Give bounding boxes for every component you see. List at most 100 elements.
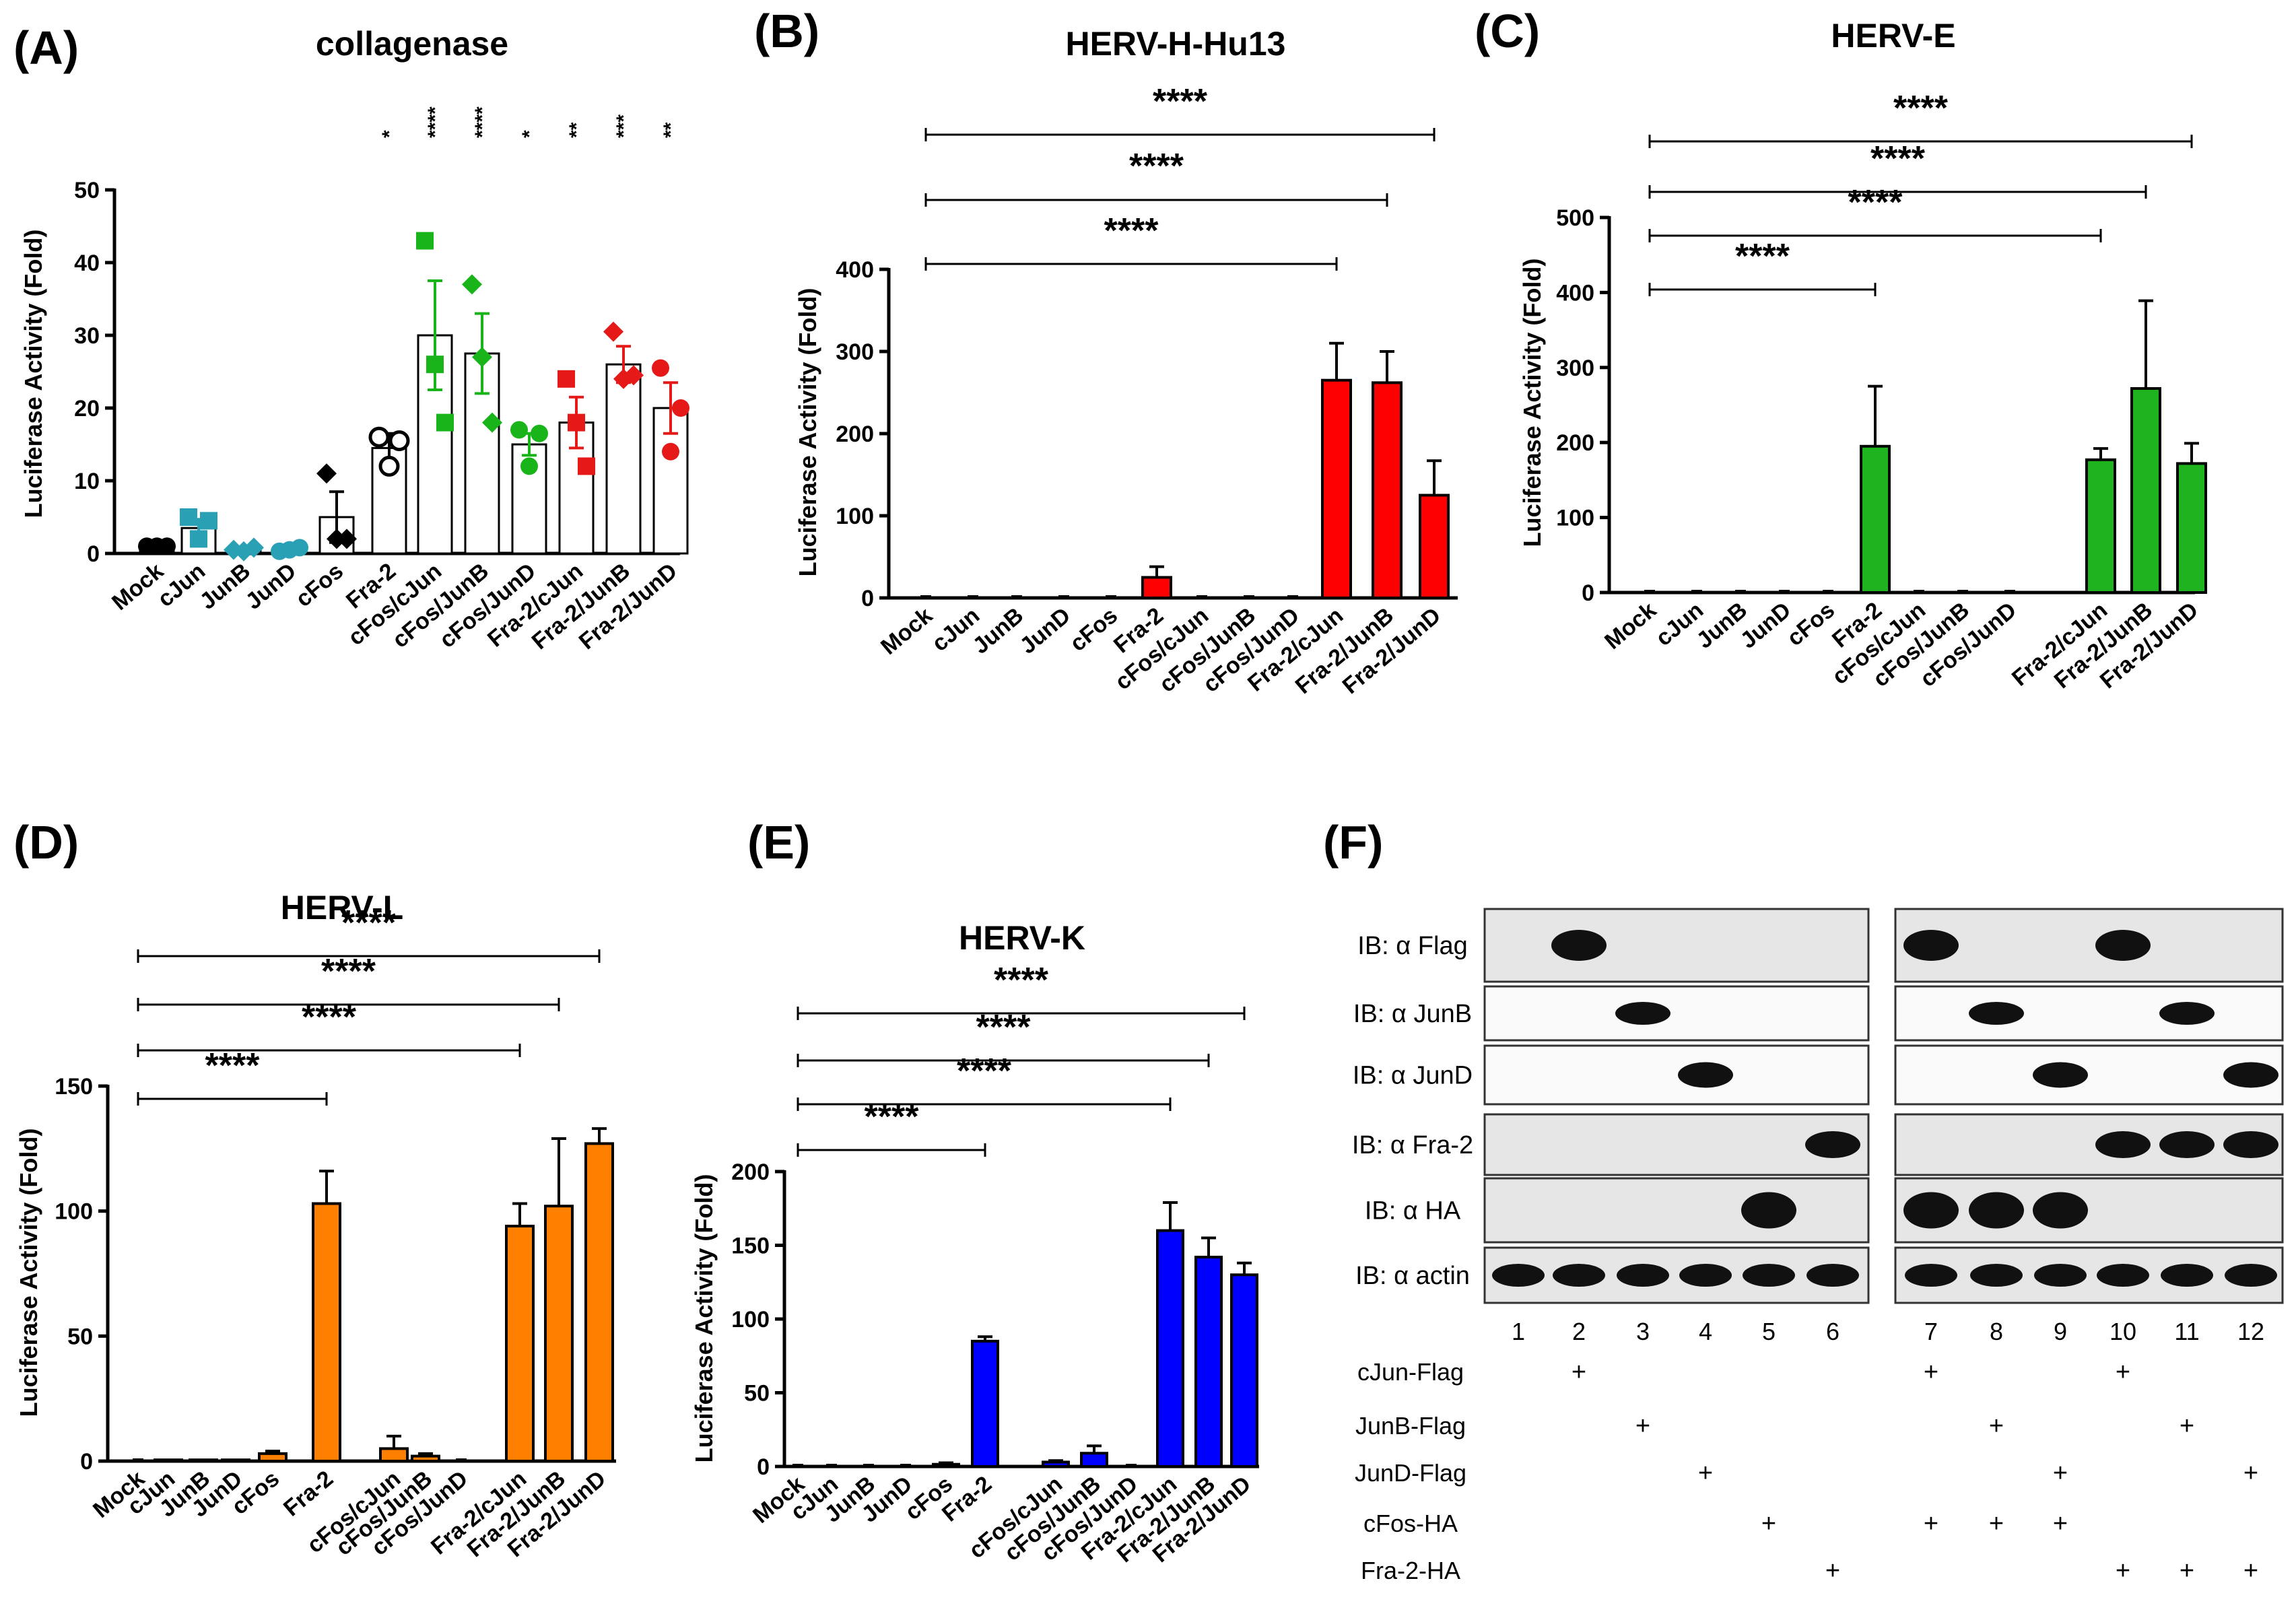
plus-sign: + [2180, 1412, 2194, 1440]
blot-band [1617, 1264, 1669, 1287]
lane-number: 1 [1512, 1318, 1525, 1345]
data-point [244, 537, 264, 558]
significance-label: * [378, 130, 401, 138]
significance-label: **** [1735, 237, 1790, 276]
y-tick-label: 50 [67, 1324, 93, 1349]
y-tick-label: 200 [731, 1159, 770, 1185]
data-point [190, 530, 207, 548]
bar [411, 1454, 440, 1462]
significance-label: **** [994, 961, 1049, 1000]
category-label: JunD [1015, 603, 1076, 659]
category-label: cJun [153, 558, 210, 612]
y-tick-label: 0 [861, 586, 874, 611]
y-tick-label: 200 [1556, 430, 1594, 456]
y-tick-label: 200 [836, 421, 874, 447]
y-tick-label: 500 [1556, 205, 1594, 231]
blot-membrane-left [1483, 1177, 1870, 1244]
chart-1: collagenase Luciferase Activity (Fold) 0 10… [20, 25, 689, 654]
bar [544, 1205, 574, 1462]
plus-sign: + [2180, 1557, 2194, 1585]
lane-number: 5 [1762, 1318, 1776, 1345]
data-point [180, 508, 197, 526]
blot-band [2223, 1062, 2278, 1088]
bar [971, 1339, 999, 1468]
blot-band [1492, 1264, 1545, 1287]
condition-label: JunB-Flag [1355, 1412, 1466, 1440]
significance-label: **** [1153, 82, 1208, 121]
bar [505, 1224, 535, 1462]
blot-band [2097, 1264, 2149, 1287]
y-tick-label: 0 [87, 541, 100, 567]
blot-band [2095, 1131, 2151, 1158]
blot-band [1903, 930, 1959, 961]
bar [584, 1142, 614, 1462]
chart-title: HERV-H-Hu13 [1066, 25, 1286, 63]
y-axis-label: Luciferase Activity (Fold) [1518, 259, 1546, 547]
significance-label: **** [205, 1046, 261, 1085]
panel-label: (B) [754, 5, 819, 57]
bar [1080, 1452, 1108, 1469]
blot-band [1805, 1131, 1860, 1158]
data-point [158, 537, 176, 555]
category-label: cFos [291, 558, 348, 612]
bar [1419, 494, 1450, 599]
data-point [568, 413, 585, 432]
lane-number: 6 [1826, 1318, 1839, 1345]
lane-number: 10 [2109, 1318, 2136, 1345]
lane-number: 4 [1699, 1318, 1712, 1345]
y-tick-label: 20 [74, 396, 100, 421]
bar [1860, 444, 1891, 595]
lane-number: 7 [1924, 1318, 1938, 1345]
bar [932, 1462, 960, 1469]
data-point [337, 529, 357, 549]
y-axis-label: Luciferase Activity (Fold) [20, 230, 47, 518]
bar [2176, 462, 2207, 595]
significance-label: **** [1848, 183, 1903, 222]
y-axis-label: Luciferase Activity (Fold) [690, 1174, 718, 1463]
significance-label: **** [341, 904, 397, 943]
plus-sign: + [2243, 1459, 2258, 1487]
y-tick-label: 0 [80, 1449, 93, 1475]
category-label: JunD [1736, 597, 1796, 654]
y-tick-label: 300 [1556, 356, 1594, 381]
bar [2085, 458, 2116, 595]
blot-row-label: IB: α HA [1365, 1197, 1461, 1225]
category-label: Mock [876, 603, 937, 660]
significance-label: **** [1870, 139, 1926, 178]
plus-sign: + [2053, 1459, 2068, 1487]
blot-band [1969, 1192, 2024, 1229]
blot-band [1743, 1264, 1795, 1287]
significance-label: *** [613, 114, 635, 138]
data-point [426, 356, 444, 374]
lane-number: 3 [1636, 1318, 1650, 1345]
chart-3: HERV-E Luciferase Activity (Fold) 0 100 200 3… [1518, 17, 2207, 694]
y-tick-label: 100 [731, 1307, 770, 1332]
bar [1194, 1256, 1223, 1469]
blot-band [1905, 1264, 1957, 1287]
y-tick-label: 40 [74, 250, 100, 276]
blot-row-label: IB: α Fra-2 [1352, 1131, 1473, 1159]
blot-band [2034, 1264, 2087, 1287]
chart-5: HERV-K Luciferase Activity (Fold) 0 50 100 15… [690, 919, 1259, 1567]
y-tick-label: 100 [836, 504, 874, 529]
category-label: cFos [1065, 603, 1122, 656]
data-point [291, 539, 308, 557]
western-blot: IB: α Flag IB: α JunB IB: α JunD IB: α Fra-… [1352, 908, 2284, 1585]
blot-band [2159, 1002, 2215, 1025]
blot-band [1969, 1002, 2024, 1025]
data-point [389, 430, 410, 452]
blot-band [1679, 1264, 1732, 1287]
lane-number: 9 [2054, 1318, 2067, 1345]
bar [379, 1447, 409, 1463]
y-axis-label: Luciferase Activity (Fold) [15, 1128, 42, 1417]
bar [312, 1202, 341, 1462]
significance-label: * [518, 130, 541, 138]
y-tick-label: 50 [74, 178, 100, 203]
blot-band [2095, 930, 2151, 961]
blot-row-label: IB: α actin [1355, 1262, 1470, 1290]
panel-label: (E) [747, 816, 810, 869]
blot-band [1741, 1192, 1796, 1229]
category-label: JunB [968, 603, 1029, 659]
plus-sign: + [1698, 1459, 1713, 1487]
